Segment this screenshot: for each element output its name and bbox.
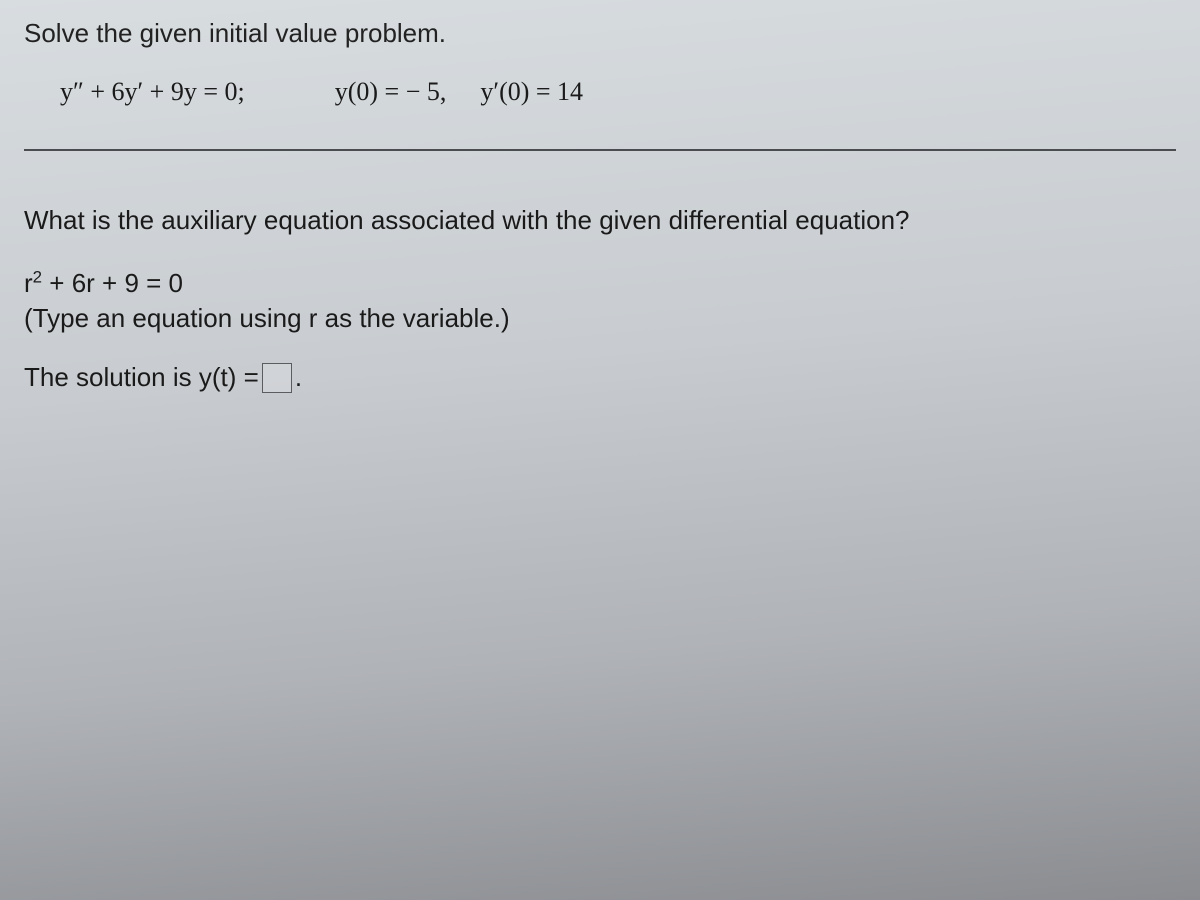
aux-base: r [24, 268, 33, 298]
solution-line: The solution is y(t) = . [24, 362, 1176, 393]
initial-condition-1: y(0) = − 5, [335, 77, 447, 107]
initial-conditions: y(0) = − 5, y′(0) = 14 [335, 77, 583, 107]
problem-page: Solve the given initial value problem. y… [0, 0, 1200, 417]
aux-exponent: 2 [33, 267, 42, 286]
ode-equation: y″ + 6y′ + 9y = 0; [60, 77, 245, 107]
auxiliary-hint: (Type an equation using r as the variabl… [24, 303, 1176, 334]
auxiliary-equation: r2 + 6r + 9 = 0 [24, 268, 1176, 299]
aux-rest: + 6r + 9 = 0 [42, 268, 183, 298]
problem-statement: Solve the given initial value problem. y… [24, 18, 1176, 151]
prompt-text: Solve the given initial value problem. [24, 18, 1176, 49]
auxiliary-question: What is the auxiliary equation associate… [24, 205, 1176, 236]
initial-condition-2: y′(0) = 14 [480, 77, 583, 107]
solution-input[interactable] [262, 363, 292, 393]
solution-label-after: . [295, 362, 302, 393]
solution-label-before: The solution is y(t) = [24, 362, 259, 393]
equation-row: y″ + 6y′ + 9y = 0; y(0) = − 5, y′(0) = 1… [60, 77, 1176, 107]
